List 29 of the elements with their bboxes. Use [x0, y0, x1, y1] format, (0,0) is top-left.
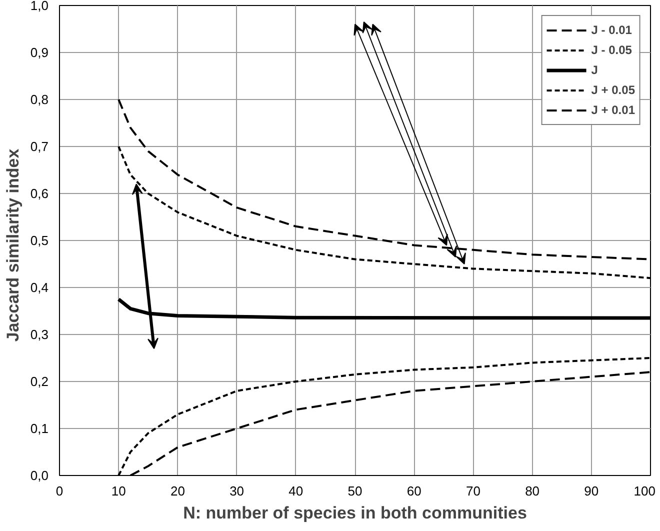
y-tick-label: 0,5	[30, 233, 49, 248]
y-tick-label: 0,3	[30, 327, 49, 342]
y-tick-label: 0,9	[30, 45, 49, 60]
x-tick-label: 20	[170, 484, 185, 498]
y-tick-label: 0,7	[30, 139, 49, 154]
x-tick-label: 80	[525, 484, 540, 498]
y-tick-label: 0,0	[30, 468, 49, 483]
x-axis-title: N: number of species in both communities	[183, 504, 527, 522]
x-tick-label: 90	[584, 484, 599, 498]
legend-label: J + 0.05	[591, 83, 635, 97]
y-tick-label: 1,0	[30, 0, 49, 13]
legend-label: J - 0.01	[591, 23, 632, 37]
y-tick-label: 0,6	[30, 186, 49, 201]
y-tick-label: 0,2	[30, 374, 49, 389]
y-axis-title: Jaccard similarity index	[3, 148, 22, 342]
legend-label: J - 0.05	[591, 43, 632, 57]
x-tick-label: 70	[466, 484, 480, 498]
x-tick-label: 100	[634, 484, 656, 498]
legend-label: J + 0.01	[591, 103, 635, 117]
y-tick-label: 0,1	[30, 421, 49, 436]
x-tick-label: 0	[56, 484, 64, 498]
x-tick-label: 40	[288, 484, 304, 498]
x-tick-label: 30	[230, 484, 244, 498]
legend-label: J	[591, 63, 599, 77]
x-tick-label: 60	[406, 484, 422, 498]
y-tick-label: 0,4	[30, 280, 49, 295]
y-tick-label: 0,8	[30, 92, 49, 107]
x-tick-label: 10	[111, 484, 126, 498]
x-tick-label: 50	[348, 484, 362, 498]
